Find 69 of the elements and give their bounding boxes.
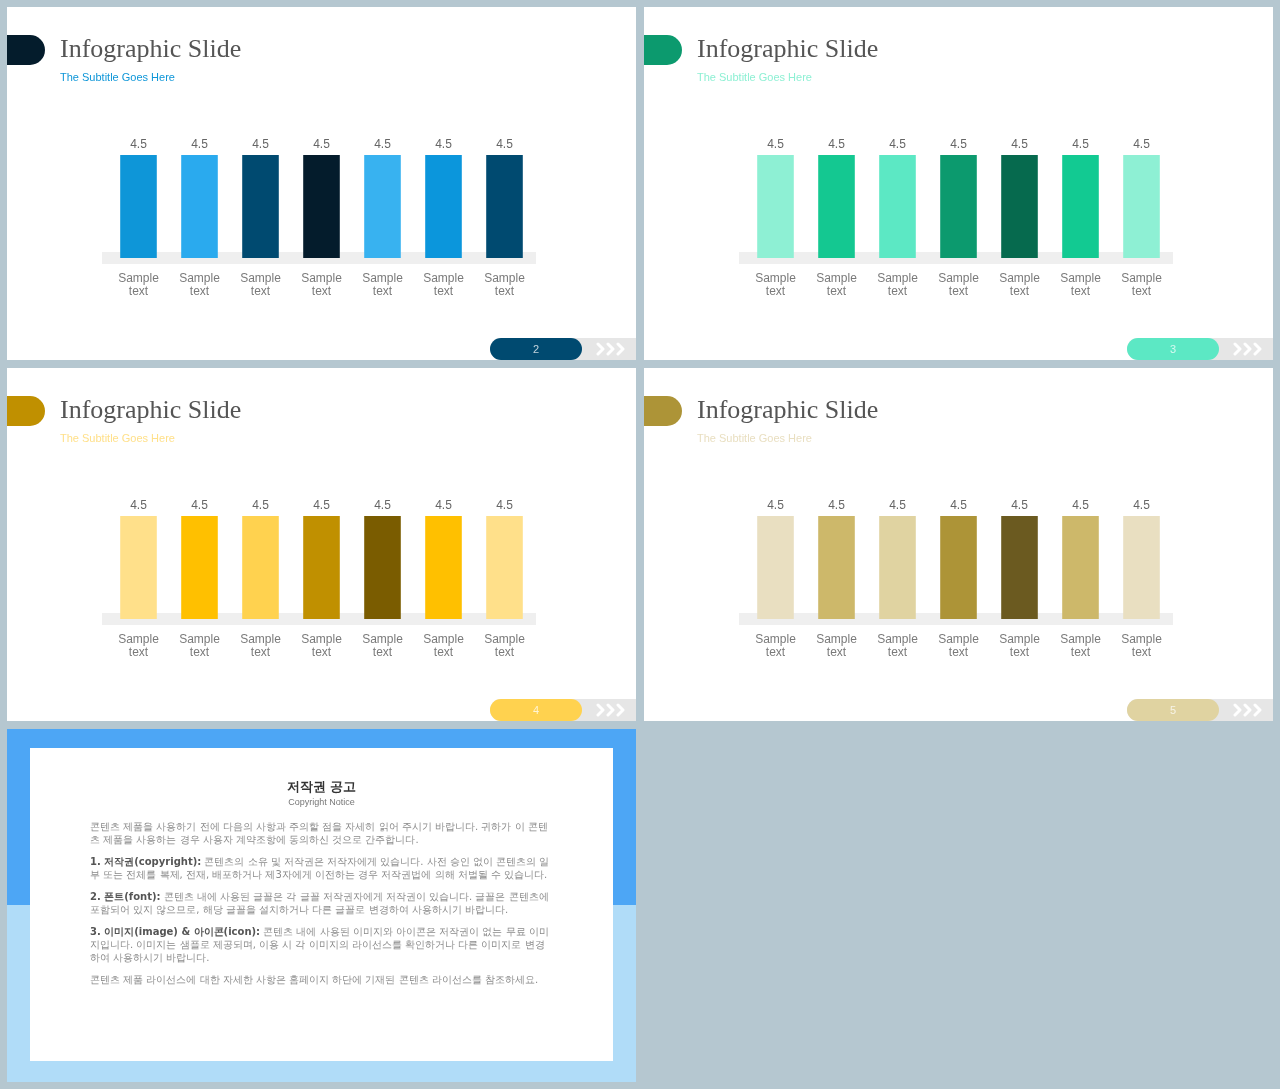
x-tick-label: Sample text xyxy=(240,270,282,299)
chart-subtitle: The Subtitle Goes Here xyxy=(60,70,175,85)
chart-title: Infographic Slide xyxy=(60,394,242,426)
chart-subtitle: The Subtitle Goes Here xyxy=(697,431,812,446)
data-label: 4.5 xyxy=(374,137,392,152)
x-tick-label: Sample text xyxy=(755,270,797,299)
data-label: 4.5 xyxy=(496,137,514,152)
x-tick-label: Sample text xyxy=(301,631,343,660)
data-label: 4.5 xyxy=(889,137,907,152)
data-label: 4.5 xyxy=(435,137,453,152)
x-tick-label: Sample text xyxy=(938,631,980,660)
x-tick-label: Sample text xyxy=(999,270,1041,299)
data-label: 4.5 xyxy=(950,137,968,152)
x-tick-label: Sample text xyxy=(240,631,282,660)
data-label: 4.5 xyxy=(252,137,270,152)
notice-card: 저작권 공고 Copyright Notice 콘텐츠 제품을 사용하기 전에 다음의 사항과 주의할 점을 자세히 읽어 주시기 바랍니다. 귀하가 이 콘텐츠 제품을 사용하는 경우 사용자 계약조항에 동의하신 것으로 간주합니다. 1. 저작권(copyright): 콘텐츠의 소유 및 저작권은 저작자에게 있습니다. 사전 승인 없이 콘텐츠의 일부 또는 전체를 복제, 전재, 배포하거나 제3자에게 이전하는 경우 저작권법에 의해 처벌될 수 있습니다. 2. 폰트(font): 콘텐츠 내에 사용된 글꼴은 각 글꼴 저작권자에게 저작권이 있습니다. 글꼴은 콘텐츠에 포함되어 있지 않으므로, 해당 글꼴을 설치하거나 다른 글꼴로 변경하여 사용하시기 바랍니다. 3. 이미지(image) & 아이콘(icon): 콘텐츠 내에 사용된 이미지와 아이콘은 저작권이 없는 무료 이미지입니다. 이미지는 샘플로 제공되며, 이용 시 각 이미지의 라이선스를 확인하거나 다른 이미지로 변경하여 사용하시기 바랍니다. 콘텐츠 제품 라이선스에 대한 자세한 사항은 홈페이지 하단에 기재된 콘텐츠 라이선스를 참조하세요. xyxy=(30,748,613,1061)
x-tick-label: Sample text xyxy=(118,631,160,660)
x-tick-label: Sample text xyxy=(301,270,343,299)
page-pill: 5 xyxy=(1127,699,1219,721)
page-pill: 4 xyxy=(490,699,582,721)
data-label: 4.5 xyxy=(130,498,148,513)
data-label: 4.5 xyxy=(130,137,148,152)
page-pill: 3 xyxy=(1127,338,1219,360)
data-label: 4.5 xyxy=(1133,498,1151,513)
x-tick-label: Sample text xyxy=(816,270,858,299)
chart-subtitle: The Subtitle Goes Here xyxy=(60,431,175,446)
data-label: 4.5 xyxy=(1011,137,1029,152)
x-tick-label: Sample text xyxy=(362,631,404,660)
x-tick-label: Sample text xyxy=(179,631,221,660)
x-tick-label: Sample text xyxy=(118,270,160,299)
page-pill: 2 xyxy=(490,338,582,360)
x-tick-label: Sample text xyxy=(484,631,526,660)
x-tick-label: Sample text xyxy=(938,270,980,299)
data-label: 4.5 xyxy=(191,137,209,152)
chart-subtitle: The Subtitle Goes Here xyxy=(697,70,812,85)
x-tick-label: Sample text xyxy=(362,270,404,299)
x-tick-label: Sample text xyxy=(1060,270,1102,299)
data-label: 4.5 xyxy=(374,498,392,513)
data-label: 4.5 xyxy=(252,498,270,513)
data-label: 4.5 xyxy=(767,498,785,513)
x-tick-label: Sample text xyxy=(179,270,221,299)
data-label: 4.5 xyxy=(828,498,846,513)
x-tick-label: Sample text xyxy=(484,270,526,299)
data-label: 4.5 xyxy=(191,498,209,513)
x-tick-label: Sample text xyxy=(877,270,919,299)
x-tick-label: Sample text xyxy=(755,631,797,660)
chart-title: Infographic Slide xyxy=(697,33,879,65)
data-label: 4.5 xyxy=(1072,137,1090,152)
data-label: 4.5 xyxy=(950,498,968,513)
x-tick-label: Sample text xyxy=(877,631,919,660)
data-label: 4.5 xyxy=(313,137,331,152)
x-tick-label: Sample text xyxy=(816,631,858,660)
x-tick-label: Sample text xyxy=(423,631,465,660)
chart-title: Infographic Slide xyxy=(60,33,242,65)
data-label: 4.5 xyxy=(1072,498,1090,513)
x-tick-label: Sample text xyxy=(1121,270,1163,299)
data-label: 4.5 xyxy=(313,498,331,513)
x-tick-label: Sample text xyxy=(1121,631,1163,660)
x-tick-label: Sample text xyxy=(423,270,465,299)
data-label: 4.5 xyxy=(1133,137,1151,152)
data-label: 4.5 xyxy=(828,137,846,152)
data-label: 4.5 xyxy=(435,498,453,513)
data-label: 4.5 xyxy=(767,137,785,152)
x-tick-label: Sample text xyxy=(1060,631,1102,660)
data-label: 4.5 xyxy=(496,498,514,513)
x-tick-label: Sample text xyxy=(999,631,1041,660)
data-label: 4.5 xyxy=(889,498,907,513)
chart-title: Infographic Slide xyxy=(697,394,879,426)
data-label: 4.5 xyxy=(1011,498,1029,513)
